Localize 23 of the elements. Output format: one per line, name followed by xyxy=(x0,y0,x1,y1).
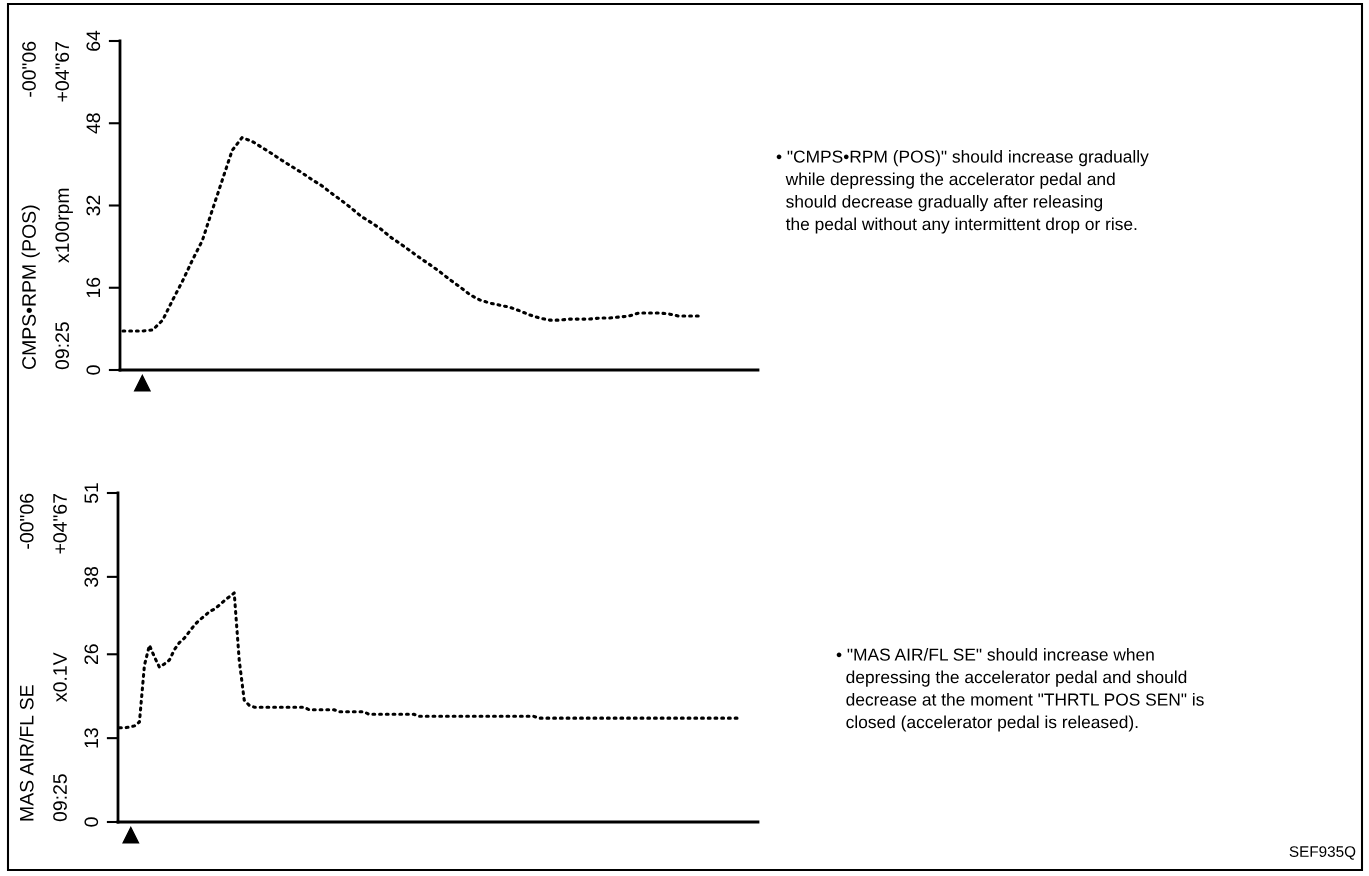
y-tick-label: 32 xyxy=(86,195,101,216)
text: x0.1V xyxy=(53,652,67,702)
text: -00"06 xyxy=(22,41,36,97)
text: • "MAS AIR/FL SE" should increase when depressing the accelerator pedal and should decrease at the moment "THRTL POS SEN" is closed (accelerator pedal is released). xyxy=(836,648,1204,732)
text: SEF935Q xyxy=(1289,846,1356,860)
y-axis-title: MAS AIR/FL SE xyxy=(19,685,34,821)
y-tick-label: 64 xyxy=(86,30,101,51)
text: x100rpm xyxy=(55,188,73,263)
y-tick-label: 38 xyxy=(84,566,99,587)
text: • "CMPS•RPM (POS)" should increase gradually while depressing the accelerator pedal and should decrease gradually after releasing the pedal without any intermittent drop or rise. xyxy=(776,150,1149,234)
text: +04"67 xyxy=(53,493,67,554)
y-tick-label: 51 xyxy=(84,483,99,504)
text: -00"06 xyxy=(19,493,34,549)
y-tick-label: 13 xyxy=(84,728,99,748)
y-tick-label: 26 xyxy=(84,644,99,665)
y-tick-label: 0 xyxy=(86,365,101,375)
y-tick-label: 0 xyxy=(84,817,99,827)
text: 09:25 xyxy=(53,774,67,822)
text: 09:25 xyxy=(55,322,70,370)
y-tick-label: 16 xyxy=(86,277,101,298)
y-axis-title: CMPS•RPM (POS) xyxy=(21,205,40,370)
text: +04"67 xyxy=(55,41,70,102)
y-tick-label: 48 xyxy=(86,113,101,134)
